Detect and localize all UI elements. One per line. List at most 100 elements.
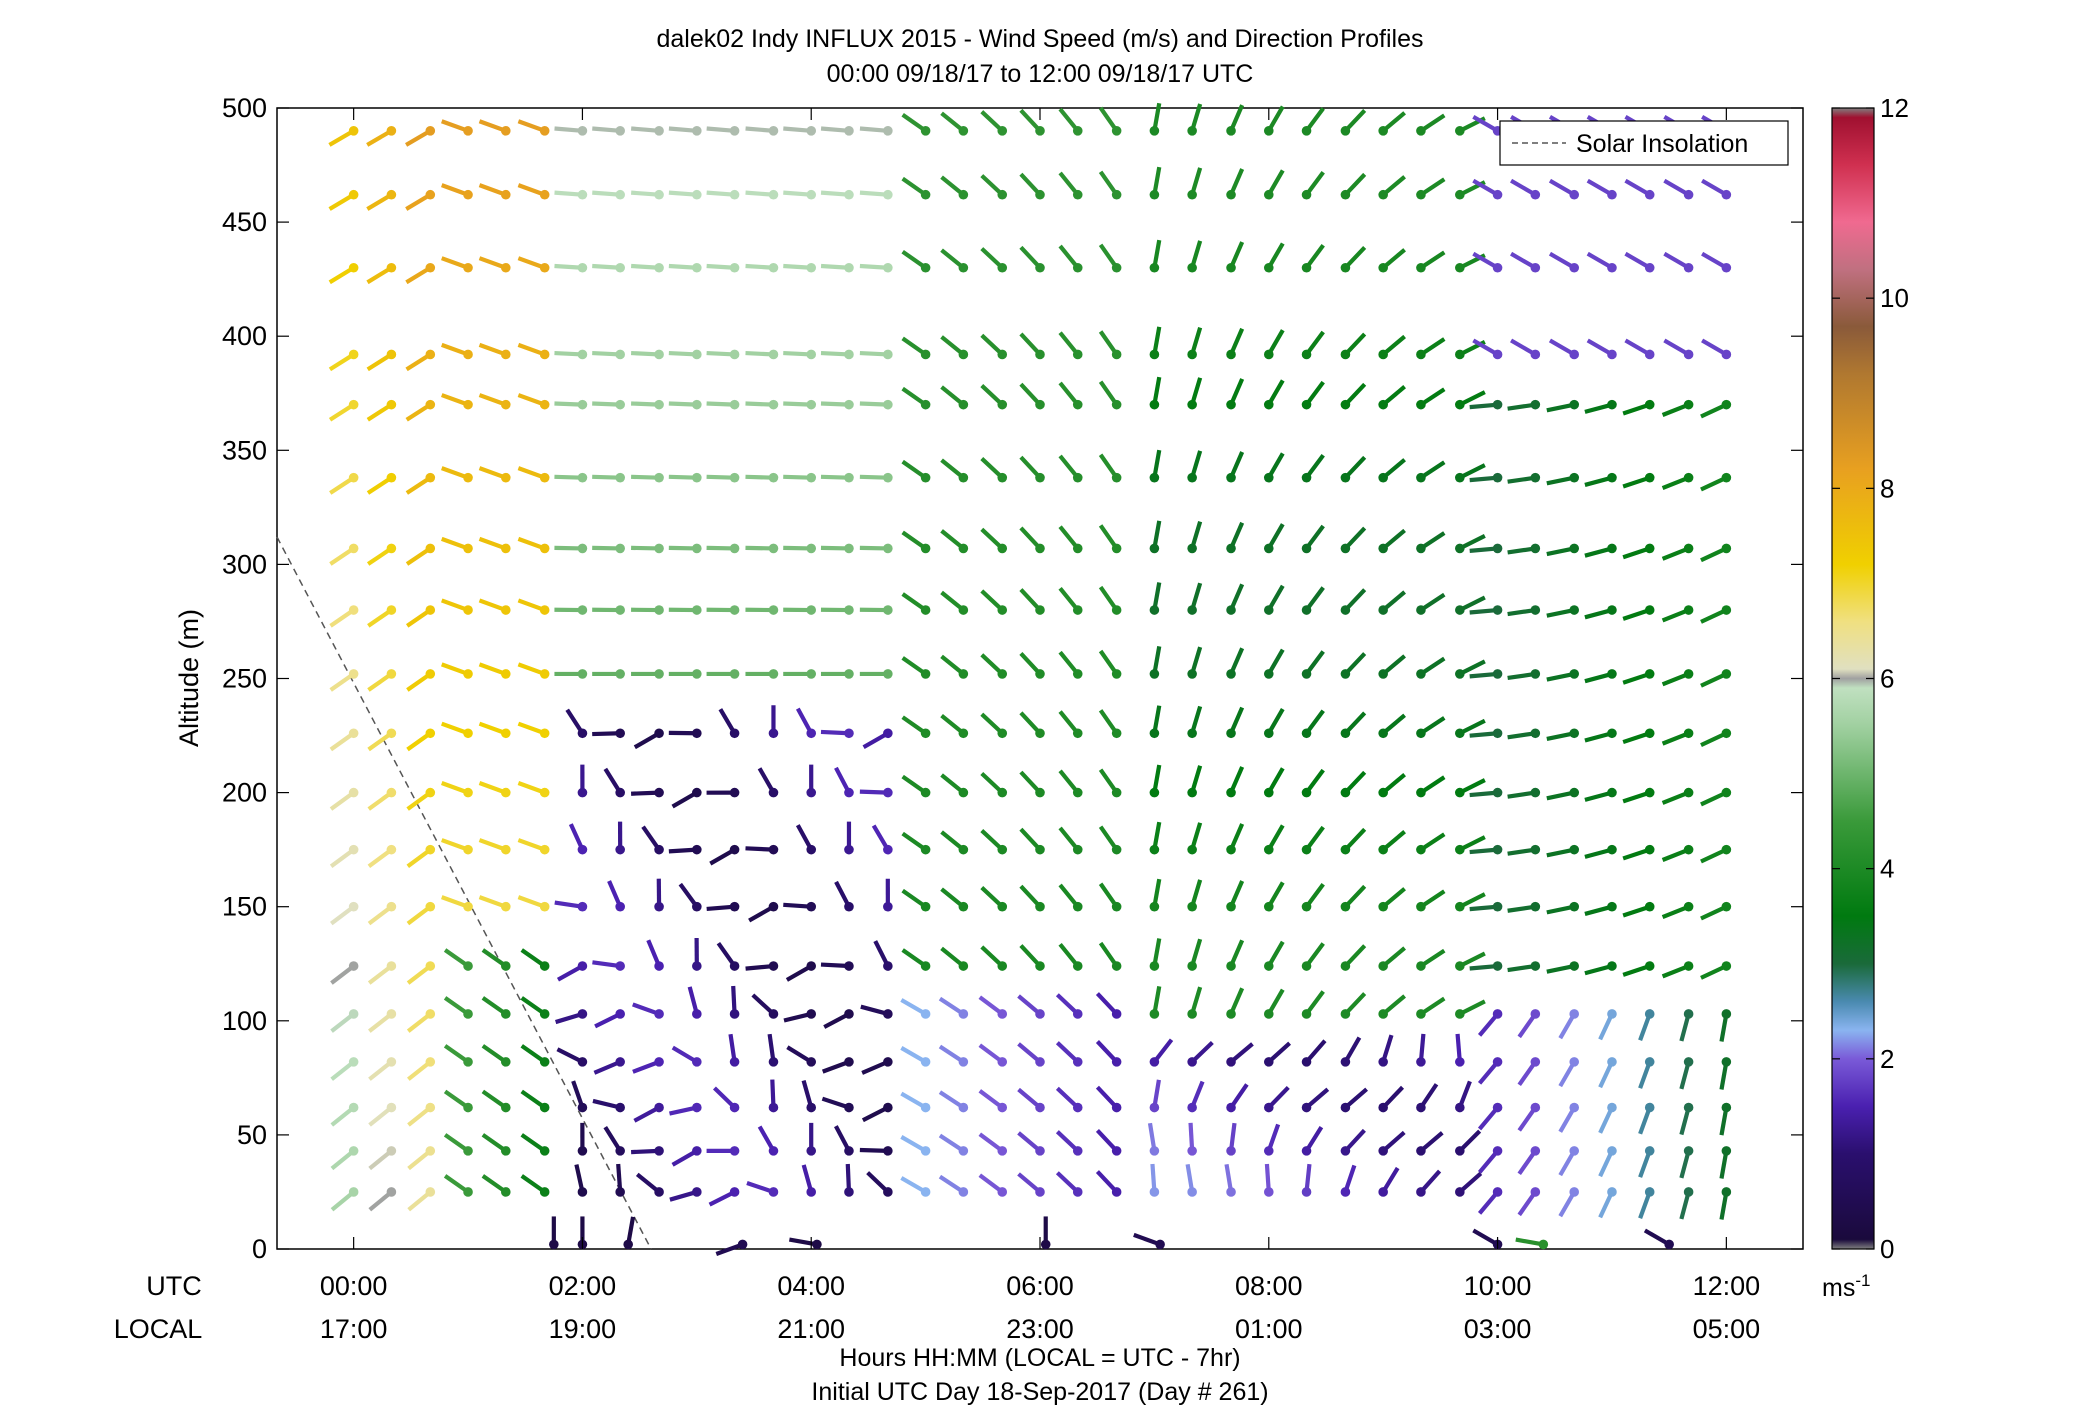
wind-barb-dot bbox=[1644, 1009, 1655, 1019]
y-axis-label: Altitude (m) bbox=[174, 609, 204, 747]
wind-barb bbox=[1700, 844, 1732, 864]
wind-barb bbox=[901, 948, 931, 971]
wind-barb-dot bbox=[1111, 961, 1122, 971]
wind-barb bbox=[1095, 992, 1122, 1019]
wind-barb bbox=[1263, 584, 1285, 615]
wind-barb bbox=[1187, 240, 1203, 273]
wind-barb-dot bbox=[1607, 1146, 1617, 1156]
wind-barb-dot bbox=[1721, 349, 1732, 360]
wind-barb-dot bbox=[1492, 543, 1503, 554]
wind-barb-dot bbox=[997, 543, 1008, 554]
wind-barb-dot bbox=[500, 728, 511, 739]
wind-barb bbox=[859, 262, 893, 273]
wind-barb bbox=[1226, 521, 1245, 554]
wind-barb bbox=[1598, 1102, 1617, 1134]
wind-barb bbox=[554, 472, 588, 483]
wind-barb bbox=[1058, 381, 1083, 410]
wind-barb bbox=[1263, 940, 1285, 971]
wind-barb bbox=[367, 844, 397, 868]
wind-barb-dot bbox=[1035, 961, 1045, 971]
wind-barb-dot bbox=[883, 399, 893, 410]
wind-barb bbox=[1584, 472, 1617, 487]
wind-barb bbox=[938, 1174, 969, 1197]
wind-barb bbox=[1507, 728, 1541, 740]
wind-barb bbox=[631, 349, 664, 360]
wind-barb-dot bbox=[920, 126, 931, 136]
wind-barb-dot bbox=[1301, 126, 1312, 136]
wind-barb-dot bbox=[425, 126, 436, 136]
wind-barb bbox=[405, 262, 436, 285]
wind-barb bbox=[745, 605, 779, 615]
wind-barb-dot bbox=[1455, 399, 1465, 410]
wind-barb-dot bbox=[692, 844, 702, 855]
wind-barb bbox=[1472, 338, 1503, 360]
wind-barb-dot bbox=[1187, 669, 1197, 679]
wind-barb-dot bbox=[729, 844, 740, 855]
wind-barb-dot bbox=[615, 262, 625, 273]
wind-barb bbox=[478, 342, 511, 360]
wind-barb bbox=[1301, 244, 1325, 273]
wind-barb-dot bbox=[1416, 605, 1426, 615]
wind-barb bbox=[940, 335, 969, 360]
wind-barb bbox=[1301, 825, 1325, 855]
wind-barb-dot bbox=[539, 262, 550, 273]
wind-barb-dot bbox=[806, 844, 817, 855]
wind-barb bbox=[820, 472, 854, 483]
wind-barb bbox=[517, 342, 550, 360]
wind-barb bbox=[1340, 1036, 1362, 1067]
wind-barb bbox=[1546, 787, 1580, 801]
wind-barb-dot bbox=[654, 349, 664, 360]
wind-barb bbox=[709, 844, 740, 866]
wind-barb-dot bbox=[1455, 1146, 1465, 1156]
wind-barb-dot bbox=[729, 126, 740, 136]
wind-barb-dot bbox=[844, 605, 854, 615]
wind-barb-dot bbox=[1072, 787, 1083, 798]
wind-barb-dot bbox=[768, 728, 779, 739]
wind-barb bbox=[820, 605, 854, 615]
wind-barb-dot bbox=[1607, 787, 1617, 798]
wind-barb bbox=[407, 1057, 436, 1081]
wind-barb-dot bbox=[1607, 1009, 1617, 1019]
wind-barb bbox=[441, 721, 473, 739]
wind-barb-dot bbox=[348, 961, 359, 971]
wind-barb bbox=[1622, 728, 1655, 745]
wind-barb-dot bbox=[883, 349, 893, 360]
solar-insolation-layer bbox=[276, 536, 652, 1250]
wind-barb-dot bbox=[386, 472, 397, 483]
wind-barb bbox=[1019, 382, 1045, 410]
wind-barb bbox=[1507, 543, 1541, 555]
wind-barb-dot bbox=[729, 1102, 740, 1113]
wind-barb bbox=[517, 183, 550, 200]
wind-barb-dot bbox=[615, 787, 625, 798]
wind-barb-dot bbox=[1416, 262, 1426, 273]
wind-barb-dot bbox=[958, 961, 969, 971]
wind-barb bbox=[1263, 988, 1285, 1019]
surface-wind-barb-dot bbox=[623, 1239, 633, 1250]
wind-barb bbox=[706, 669, 740, 679]
wind-barb bbox=[1301, 107, 1325, 136]
wind-barb bbox=[1226, 939, 1245, 971]
wind-barb bbox=[1095, 1040, 1122, 1067]
wind-barb bbox=[407, 1146, 436, 1171]
wind-barb-dot bbox=[463, 605, 473, 615]
wind-barb-dot bbox=[1301, 961, 1312, 971]
wind-barb-dot bbox=[844, 901, 854, 912]
wind-barb bbox=[1548, 251, 1580, 273]
wind-barb-dot bbox=[692, 543, 702, 554]
wind-barb-dot bbox=[883, 472, 893, 483]
wind-barb bbox=[1226, 1122, 1237, 1156]
wind-barb bbox=[592, 349, 625, 360]
wind-barb-dot bbox=[920, 901, 931, 912]
wind-barb-dot bbox=[1569, 1057, 1580, 1067]
wind-barb-dot bbox=[539, 605, 550, 615]
wind-barb-dot bbox=[348, 1146, 359, 1156]
wind-barb-dot bbox=[958, 399, 969, 410]
wind-barb-dot bbox=[1530, 605, 1541, 615]
wind-barb bbox=[1187, 167, 1203, 200]
wind-barb-dot bbox=[1721, 399, 1732, 410]
wind-barb bbox=[631, 787, 664, 798]
wind-barb-dot bbox=[1301, 399, 1312, 410]
wind-barb-dot bbox=[348, 189, 359, 200]
wind-barb-dot bbox=[577, 844, 588, 855]
wind-barb bbox=[1149, 449, 1162, 483]
